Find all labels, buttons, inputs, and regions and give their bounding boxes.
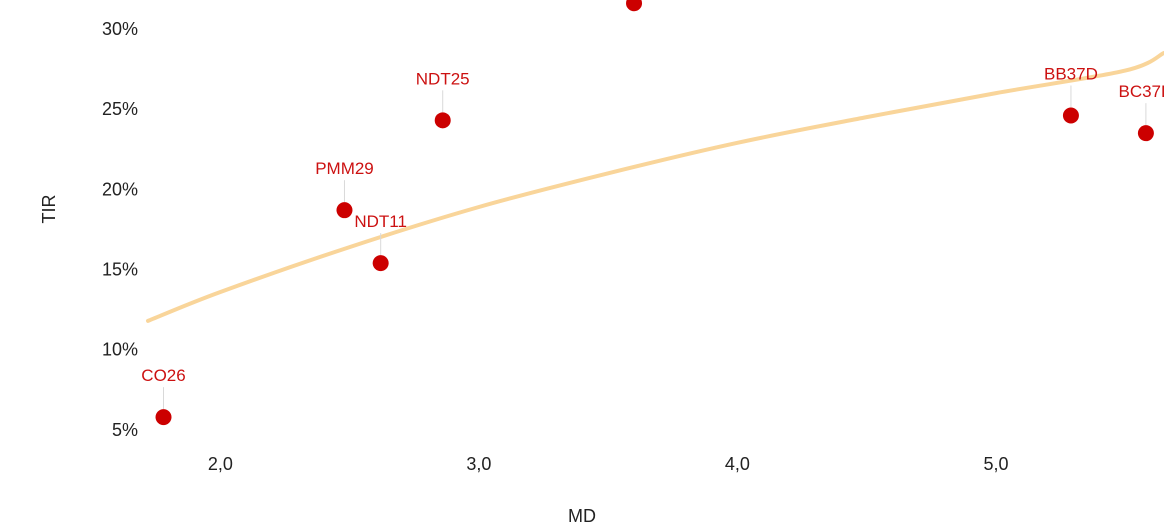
data-point-pmm29	[336, 202, 353, 219]
point-label-ndt11: NDT11	[354, 212, 407, 231]
point-labels-layer: CO26 PMM29 NDT11 NDT25 BB37D BC37D	[141, 65, 1164, 386]
y-axis-ticks: 5% 10% 15% 20% 25% 30%	[102, 19, 138, 440]
y-tick-label: 20%	[102, 179, 138, 199]
data-point-ndt25	[434, 112, 451, 129]
y-tick-label: 10%	[102, 340, 138, 360]
x-tick-label: 5,0	[983, 454, 1008, 474]
data-points-layer	[155, 0, 1154, 426]
x-axis-title: MD	[568, 506, 596, 526]
data-point-bb37d	[1062, 107, 1079, 124]
y-tick-label: 15%	[102, 260, 138, 280]
data-point-co26	[155, 409, 172, 426]
y-axis-title: TIR	[39, 195, 59, 224]
x-tick-label: 4,0	[725, 454, 750, 474]
x-tick-label: 2,0	[208, 454, 233, 474]
data-point-ndt11	[372, 255, 389, 272]
x-axis-ticks: 2,0 3,0 4,0 5,0	[208, 454, 1009, 474]
point-label-ndt25: NDT25	[416, 69, 470, 88]
y-tick-label: 25%	[102, 99, 138, 119]
label-leader-layer	[163, 85, 1147, 410]
data-point-unlabeled	[626, 0, 643, 12]
y-tick-label: 30%	[102, 19, 138, 39]
point-label-bb37d: BB37D	[1044, 65, 1098, 84]
trendline-layer	[146, 50, 1164, 323]
point-label-co26: CO26	[141, 366, 185, 385]
point-label-pmm29: PMM29	[315, 159, 374, 178]
data-point-bc37d	[1137, 125, 1154, 142]
trendline	[146, 50, 1164, 323]
point-label-bc37d: BC37D	[1118, 82, 1164, 101]
x-tick-label: 3,0	[466, 454, 491, 474]
y-tick-label: 5%	[112, 420, 138, 440]
